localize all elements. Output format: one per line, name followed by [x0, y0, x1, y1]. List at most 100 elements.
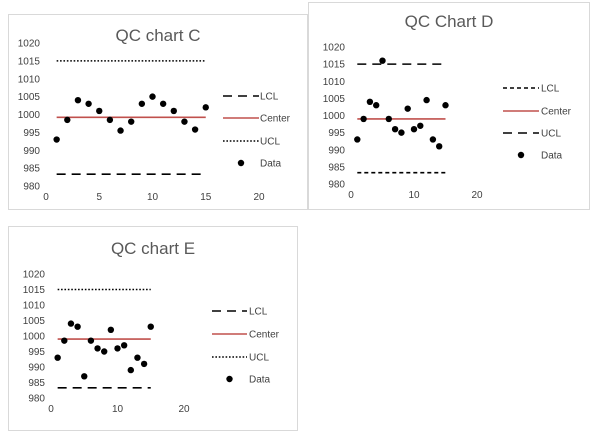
data-point: [81, 373, 88, 380]
data-point: [423, 96, 430, 104]
data-point: [373, 102, 380, 109]
data-point: [107, 326, 115, 333]
data-point: [149, 93, 156, 100]
y-tick-label: 980: [328, 180, 345, 191]
data-point: [67, 320, 75, 327]
data-point: [61, 337, 68, 344]
x-tick-label: 20: [471, 190, 483, 201]
qc-chart-e-panel: QC chart E 980 985 990 995 1000 1005 1010 1015 1…: [8, 226, 298, 431]
y-tick-label: 985: [328, 162, 345, 173]
data-point: [429, 136, 437, 143]
data-point: [106, 116, 114, 124]
legend-label-ucl: UCL: [260, 137, 280, 148]
data-point: [442, 102, 449, 109]
y-tick-label: 1005: [23, 316, 46, 327]
x-tick-label: 20: [178, 404, 190, 415]
data-point: [101, 348, 108, 355]
data-point: [140, 360, 148, 368]
legend-label-lcl: LCL: [541, 84, 560, 95]
y-tick-label: 995: [23, 128, 40, 139]
data-point: [127, 366, 134, 374]
x-tick-label: 10: [147, 192, 159, 203]
legend-swatch-data: [517, 151, 525, 159]
y-tick-label: 985: [28, 378, 45, 389]
data-point: [366, 98, 374, 106]
legend-label-lcl: LCL: [249, 307, 268, 318]
data-point: [191, 126, 199, 133]
legend-label-lcl: LCL: [260, 92, 279, 103]
y-tick-label: 995: [28, 347, 45, 358]
y-tick-label: 1015: [18, 56, 41, 67]
y-tick-label: 990: [23, 146, 40, 157]
data-point: [360, 115, 367, 123]
y-tick-label: 990: [28, 363, 45, 374]
data-point: [117, 127, 124, 134]
y-tick-label: 1000: [23, 332, 46, 343]
data-point: [404, 105, 411, 112]
x-tick-label: 0: [48, 404, 54, 415]
y-tick-label: 1000: [18, 110, 41, 121]
x-tick-label: 10: [408, 190, 420, 201]
data-point: [74, 323, 81, 330]
legend-label-data: Data: [249, 375, 271, 386]
y-tick-label: 1005: [18, 92, 41, 103]
y-tick-label: 1005: [323, 94, 346, 105]
y-tick-label: 1010: [23, 301, 46, 312]
data-point: [114, 345, 121, 352]
y-tick-label: 1010: [323, 77, 346, 88]
data-point: [354, 136, 361, 143]
chart-title: QC Chart D: [404, 12, 494, 31]
data-point: [138, 100, 146, 107]
legend-label-data: Data: [260, 159, 282, 170]
data-point: [398, 129, 405, 136]
data-point: [94, 345, 101, 352]
y-tick-label: 980: [23, 182, 40, 193]
data-point: [202, 104, 209, 111]
data-point: [53, 136, 60, 143]
legend-label-ucl: UCL: [249, 353, 269, 364]
data-point: [120, 342, 128, 349]
data-point: [170, 107, 177, 115]
x-tick-label: 5: [96, 192, 102, 203]
data-point: [181, 118, 188, 125]
data-point: [417, 122, 424, 129]
y-tick-label: 990: [328, 145, 345, 156]
x-tick-label: 20: [253, 192, 265, 203]
data-point: [385, 115, 392, 123]
data-point: [85, 100, 92, 107]
legend-label-center: Center: [541, 107, 572, 118]
data-point: [436, 143, 443, 150]
legend-label-ucl: UCL: [541, 129, 561, 140]
y-tick-label: 985: [23, 164, 40, 175]
x-tick-label: 15: [200, 192, 212, 203]
qc-chart-d-panel: QC Chart D 980 985 990 995 1000 1005 1010 1015 1…: [308, 2, 590, 210]
legend-swatch-data: [226, 375, 233, 383]
legend-swatch-data: [237, 159, 245, 167]
data-point: [74, 97, 82, 104]
data-point: [134, 354, 141, 361]
chart-title: QC chart E: [110, 239, 196, 258]
qc-chart-c-panel: QC chart C 980 985 990 995 1000 1005 1010 1015 1…: [8, 14, 308, 210]
data-point: [54, 354, 61, 361]
y-tick-label: 1000: [323, 111, 346, 122]
legend-label-center: Center: [260, 114, 291, 125]
x-tick-label: 0: [348, 190, 354, 201]
y-tick-label: 980: [28, 394, 45, 405]
y-tick-label: 1020: [323, 43, 346, 54]
y-tick-label: 1020: [18, 39, 41, 50]
data-point: [159, 100, 167, 107]
data-point: [391, 126, 399, 133]
x-tick-label: 0: [43, 192, 49, 203]
y-tick-label: 1010: [18, 74, 41, 85]
legend-label-center: Center: [249, 330, 280, 341]
y-tick-label: 1015: [23, 285, 46, 296]
chart-title: QC chart C: [115, 26, 201, 45]
data-point: [64, 116, 71, 124]
y-tick-label: 1020: [23, 270, 46, 281]
data-point: [379, 57, 386, 64]
data-point: [128, 118, 135, 125]
y-tick-label: 1015: [323, 60, 346, 71]
x-tick-label: 10: [112, 404, 124, 415]
